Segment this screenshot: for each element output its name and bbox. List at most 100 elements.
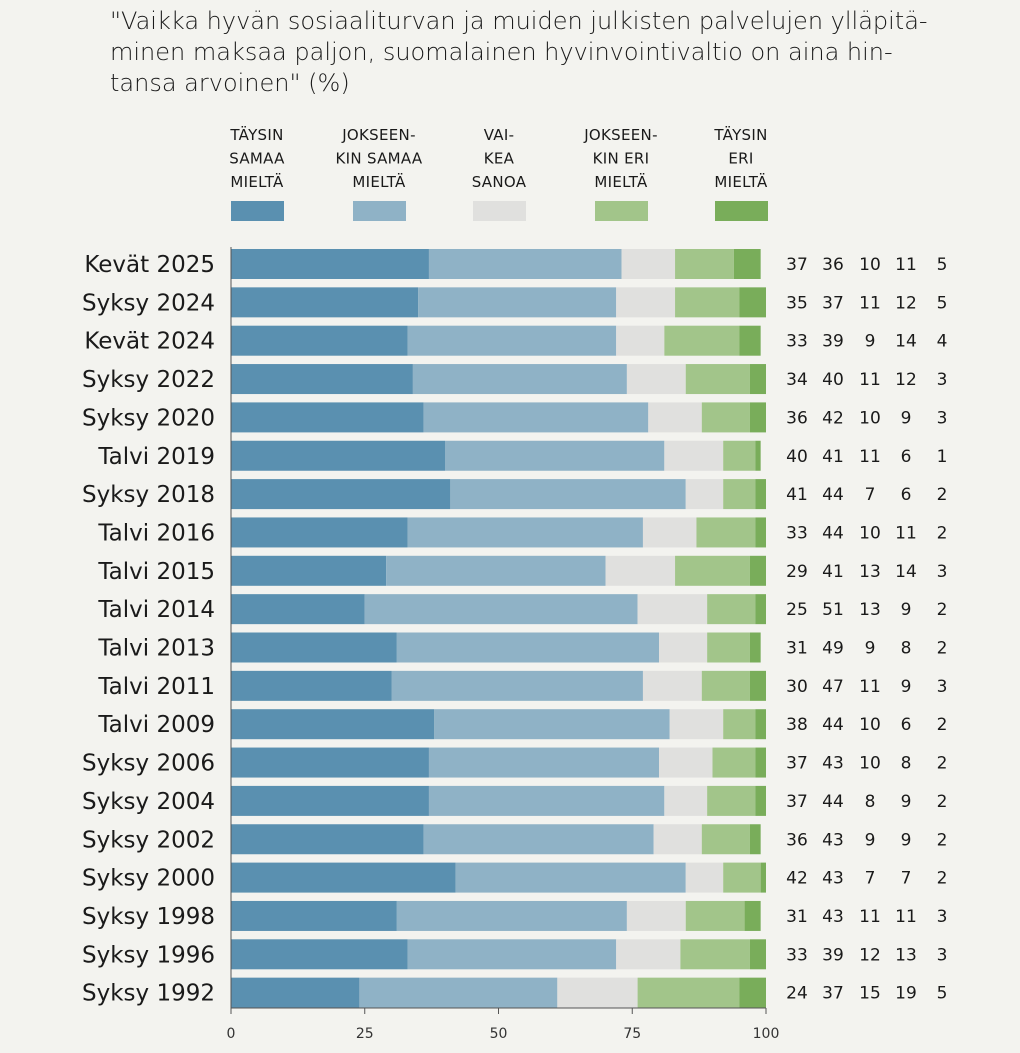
bar-segment-taysin-samaa-mielta	[231, 364, 413, 395]
value-label-taysin-eri-mielta: 3	[937, 945, 948, 965]
category-label: Talvi 2009	[97, 712, 215, 738]
value-label-jokseenkin-samaa-mielta: 44	[822, 792, 844, 812]
value-label-taysin-samaa-mielta: 30	[786, 677, 808, 697]
category-label: Syksy 1998	[82, 904, 215, 930]
bar-segment-taysin-eri-mielta	[749, 364, 766, 395]
bar-segment-vaikea-sanoa	[685, 862, 724, 893]
bar-segment-jokseenkin-samaa-mielta	[407, 517, 643, 548]
bar-segment-jokseenkin-eri-mielta	[707, 632, 750, 663]
legend-label-jokseenkin-eri-mielta: KIN ERI	[593, 150, 650, 168]
value-label-jokseenkin-samaa-mielta: 44	[822, 523, 844, 543]
bar-segment-taysin-samaa-mielta	[231, 440, 445, 471]
bar-segment-jokseenkin-samaa-mielta	[386, 555, 606, 586]
value-label-taysin-samaa-mielta: 40	[786, 447, 808, 467]
value-label-jokseenkin-eri-mielta: 6	[901, 485, 912, 505]
bar-segment-taysin-samaa-mielta	[231, 747, 429, 778]
bar-segment-jokseenkin-eri-mielta	[675, 555, 750, 586]
value-label-jokseenkin-samaa-mielta: 36	[822, 255, 844, 275]
bar-segment-jokseenkin-eri-mielta	[675, 287, 740, 318]
value-label-taysin-samaa-mielta: 37	[786, 754, 808, 774]
bar-segment-taysin-samaa-mielta	[231, 479, 451, 510]
category-label: Syksy 1996	[82, 942, 215, 968]
category-label: Talvi 2016	[97, 520, 215, 546]
value-label-taysin-eri-mielta: 3	[937, 562, 948, 582]
category-label: Syksy 2020	[82, 405, 215, 431]
value-label-jokseenkin-eri-mielta: 13	[895, 945, 917, 965]
bar-segment-jokseenkin-samaa-mielta	[418, 287, 617, 318]
value-label-vaikea-sanoa: 8	[865, 792, 876, 812]
category-label: Syksy 2022	[82, 367, 215, 393]
value-label-taysin-eri-mielta: 2	[937, 830, 948, 850]
value-label-jokseenkin-samaa-mielta: 44	[822, 715, 844, 735]
value-label-jokseenkin-eri-mielta: 11	[895, 255, 917, 275]
bar-segment-jokseenkin-eri-mielta	[723, 862, 761, 893]
bar-segment-taysin-samaa-mielta	[231, 709, 435, 740]
legend-label-taysin-eri-mielta: ERI	[728, 150, 753, 168]
category-label: Talvi 2011	[97, 674, 215, 700]
value-label-taysin-eri-mielta: 2	[937, 639, 948, 659]
bar-segment-taysin-eri-mielta	[749, 402, 766, 433]
bar-segment-taysin-eri-mielta	[755, 747, 766, 778]
value-label-taysin-eri-mielta: 3	[937, 677, 948, 697]
bar-segment-taysin-eri-mielta	[760, 862, 766, 893]
bar-segment-taysin-eri-mielta	[739, 977, 766, 1008]
bar-segment-jokseenkin-samaa-mielta	[359, 977, 558, 1008]
value-label-jokseenkin-eri-mielta: 9	[901, 408, 912, 428]
bar-segment-jokseenkin-eri-mielta	[707, 785, 756, 816]
bar-segment-vaikea-sanoa	[669, 709, 724, 740]
value-label-jokseenkin-samaa-mielta: 44	[822, 485, 844, 505]
value-label-vaikea-sanoa: 11	[859, 907, 881, 927]
value-label-taysin-samaa-mielta: 37	[786, 255, 808, 275]
bar-segment-jokseenkin-eri-mielta	[712, 747, 756, 778]
chart-title: "Vaikka hyvän sosiaaliturvan ja muiden j…	[110, 7, 928, 97]
category-label: Talvi 2013	[97, 636, 215, 662]
category-label: Talvi 2015	[97, 559, 215, 585]
bar-segment-taysin-samaa-mielta	[231, 824, 424, 855]
value-label-taysin-eri-mielta: 2	[937, 792, 948, 812]
value-label-taysin-samaa-mielta: 33	[786, 332, 808, 352]
bar-segment-jokseenkin-eri-mielta	[680, 939, 750, 970]
bar-segment-taysin-eri-mielta	[755, 517, 766, 548]
value-label-jokseenkin-samaa-mielta: 47	[822, 677, 844, 697]
value-label-jokseenkin-eri-mielta: 6	[901, 715, 912, 735]
bar-segment-taysin-samaa-mielta	[231, 862, 456, 893]
value-label-vaikea-sanoa: 10	[859, 754, 881, 774]
bar-segment-vaikea-sanoa	[659, 632, 708, 663]
value-label-taysin-eri-mielta: 2	[937, 715, 948, 735]
value-label-jokseenkin-eri-mielta: 11	[895, 523, 917, 543]
legend-swatch-vaikea-sanoa	[473, 201, 526, 221]
legend-label-jokseenkin-eri-mielta: MIELTÄ	[594, 172, 648, 191]
value-label-taysin-samaa-mielta: 31	[786, 907, 808, 927]
value-label-vaikea-sanoa: 10	[859, 715, 881, 735]
value-label-taysin-eri-mielta: 2	[937, 600, 948, 620]
bar-segment-jokseenkin-eri-mielta	[723, 709, 756, 740]
legend-label-vaikea-sanoa: VAI-	[484, 126, 515, 144]
legend-label-taysin-samaa-mielta: TÄYSIN	[229, 125, 283, 144]
value-label-vaikea-sanoa: 10	[859, 408, 881, 428]
legend-label-taysin-samaa-mielta: SAMAA	[229, 150, 285, 168]
value-label-taysin-samaa-mielta: 25	[786, 600, 808, 620]
value-label-jokseenkin-samaa-mielta: 42	[822, 408, 844, 428]
bar-segment-vaikea-sanoa	[616, 287, 676, 318]
category-label: Kevät 2024	[84, 329, 215, 355]
value-label-vaikea-sanoa: 11	[859, 677, 881, 697]
bar-segment-jokseenkin-eri-mielta	[637, 977, 740, 1008]
value-label-taysin-eri-mielta: 3	[937, 408, 948, 428]
value-label-jokseenkin-eri-mielta: 7	[901, 869, 912, 889]
value-label-taysin-samaa-mielta: 42	[786, 869, 808, 889]
bar-segment-vaikea-sanoa	[642, 517, 697, 548]
bar-segment-jokseenkin-eri-mielta	[701, 670, 750, 701]
value-label-jokseenkin-samaa-mielta: 41	[822, 562, 844, 582]
value-label-taysin-samaa-mielta: 33	[786, 523, 808, 543]
bar-segment-taysin-eri-mielta	[749, 670, 766, 701]
value-label-jokseenkin-samaa-mielta: 37	[822, 293, 844, 313]
x-tick-label: 25	[356, 1026, 374, 1042]
value-label-jokseenkin-eri-mielta: 12	[895, 293, 917, 313]
bar-segment-taysin-samaa-mielta	[231, 555, 387, 586]
bar-segment-jokseenkin-samaa-mielta	[407, 939, 617, 970]
bar-segment-jokseenkin-eri-mielta	[701, 824, 750, 855]
bar-segment-jokseenkin-eri-mielta	[664, 325, 740, 356]
bar-segment-jokseenkin-samaa-mielta	[391, 670, 643, 701]
bar-segment-taysin-eri-mielta	[749, 939, 766, 970]
